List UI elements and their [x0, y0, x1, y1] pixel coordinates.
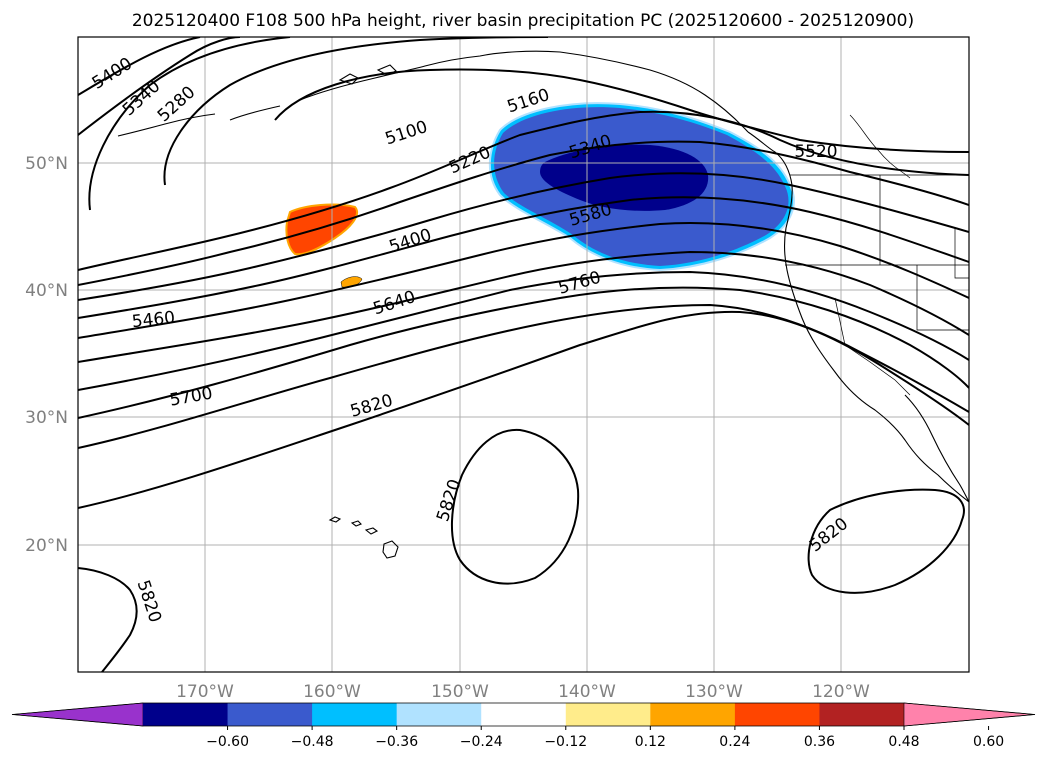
colorbar-segment — [650, 703, 736, 726]
lon-label-150w: 150°W — [431, 682, 489, 702]
latitude-labels: 50°N 40°N 30°N 20°N — [25, 154, 68, 556]
colorbar-segment — [481, 703, 567, 726]
map-title: 2025120400 F108 500 hPa height, river ba… — [132, 11, 914, 31]
colorbar-frame — [11, 702, 1036, 727]
colorbar-extend-high — [903, 702, 1036, 727]
colorbar-tick-label: 0.12 — [635, 734, 666, 750]
colorbar-segment — [143, 703, 229, 726]
colorbar-extend-low — [11, 702, 144, 727]
lon-label-170w: 170°W — [176, 682, 234, 702]
negative-pc-region — [488, 102, 795, 272]
map-frame — [77, 36, 970, 673]
colorbar-tick-label: −0.60 — [206, 734, 249, 750]
contour-label: 5520 — [794, 142, 837, 162]
longitude-labels: 170°W 160°W 150°W 140°W 130°W 120°W — [176, 682, 870, 702]
colorbar-segment — [565, 703, 651, 726]
lon-label-160w: 160°W — [303, 682, 361, 702]
contour-label: 5460 — [131, 308, 176, 332]
colorbar-tick-label: −0.12 — [544, 734, 587, 750]
colorbar-segment — [734, 703, 820, 726]
lon-label-140w: 140°W — [558, 682, 616, 702]
lat-label-40n: 40°N — [25, 281, 68, 301]
lon-label-120w: 120°W — [812, 682, 870, 702]
colorbar-tick-label: 0.48 — [888, 734, 919, 750]
colorbar-segment — [819, 703, 905, 726]
colorbar-segment — [312, 703, 398, 726]
colorbar-segment — [396, 703, 482, 726]
colorbar-tick-label: 0.60 — [973, 734, 1004, 750]
lat-label-30n: 30°N — [25, 408, 68, 428]
coastlines — [117, 50, 969, 559]
colorbar: −0.60 −0.48 −0.36 −0.24 −0.12 0.12 0.24 0.36 0.4… — [11, 702, 1036, 750]
lat-label-50n: 50°N — [25, 154, 68, 174]
colorbar-tick-label: −0.48 — [291, 734, 334, 750]
colorbar-segment — [227, 703, 313, 726]
height-contours — [78, 37, 969, 672]
lat-label-20n: 20°N — [25, 536, 68, 556]
map-area: 5400 5340 5280 5100 5160 5220 5340 5520 … — [78, 37, 969, 672]
colorbar-tick-label: 0.24 — [719, 734, 750, 750]
colorbar-tick-label: −0.24 — [460, 734, 503, 750]
colorbar-tick-label: 0.36 — [804, 734, 835, 750]
lon-label-130w: 130°W — [685, 682, 743, 702]
colorbar-tick-label: −0.36 — [375, 734, 418, 750]
